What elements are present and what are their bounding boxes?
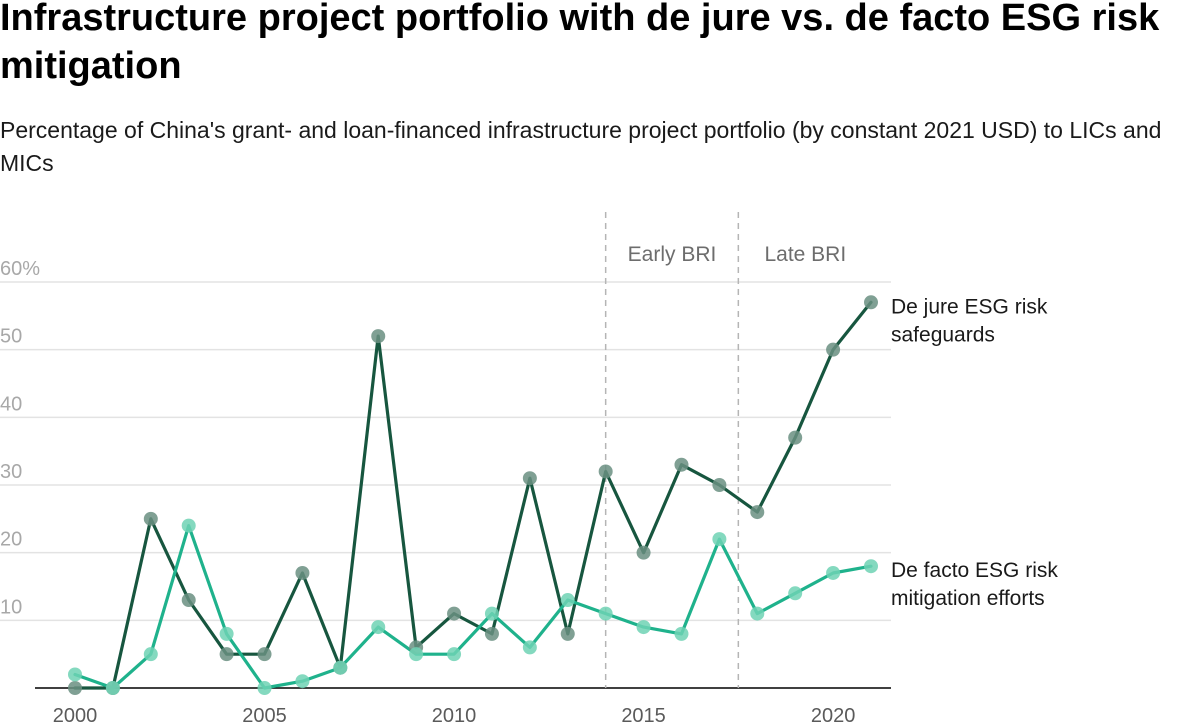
data-point [409, 647, 424, 662]
y-tick-label: 40 [0, 393, 22, 415]
data-point [181, 593, 196, 608]
data-point [788, 586, 803, 601]
data-point [750, 505, 765, 520]
y-tick-label: 60% [0, 258, 40, 280]
data-point [105, 681, 120, 695]
data-point [371, 329, 386, 344]
data-point [257, 681, 272, 695]
data-point [447, 606, 462, 621]
chart-subtitle: Percentage of China's grant- and loan-fi… [0, 117, 1162, 176]
data-point [68, 667, 82, 682]
data-point [143, 647, 158, 662]
series-line [73, 300, 873, 690]
data-point [447, 647, 462, 662]
data-point [636, 545, 651, 560]
data-point [788, 430, 803, 445]
data-point [295, 674, 310, 689]
data-point [864, 295, 878, 310]
x-tick-label: 2000 [53, 705, 98, 723]
data-point [864, 559, 878, 574]
chart-title: Infrastructure project portfolio with de… [0, 0, 1160, 87]
y-tick-label: 10 [0, 596, 22, 618]
data-point [219, 626, 234, 641]
data-point [826, 342, 841, 357]
y-tick-label: 50 [0, 326, 22, 348]
data-point [636, 620, 651, 635]
y-tick-label: 30 [0, 461, 22, 483]
era-label: Early BRI [628, 243, 717, 266]
x-axis-ticks: 2000 2005 2010 2015 2020 [53, 705, 856, 723]
series-lines [73, 300, 873, 690]
data-point [484, 626, 499, 641]
y-tick-label: 20 [0, 529, 22, 551]
gridlines [0, 281, 891, 689]
series-label: De jure ESG risk [891, 295, 1048, 318]
era-dividers: Early BRI Late BRI [604, 212, 846, 688]
data-point [68, 681, 82, 695]
data-point [522, 640, 537, 655]
data-point [826, 565, 841, 580]
data-point [674, 457, 689, 472]
series-label: De facto ESG risk [891, 559, 1058, 582]
x-tick-label: 2010 [432, 705, 477, 723]
data-point [560, 593, 575, 608]
series-label: mitigation efforts [891, 587, 1045, 610]
x-tick-label: 2015 [621, 705, 666, 723]
series-line [73, 524, 873, 690]
data-point [295, 565, 310, 580]
data-point [371, 620, 386, 635]
data-point [181, 518, 196, 533]
data-point [560, 626, 575, 641]
series-label: safeguards [891, 323, 995, 346]
data-point [333, 660, 348, 675]
data-point [598, 606, 613, 621]
data-point [750, 606, 765, 621]
data-point [143, 511, 158, 526]
data-point [257, 647, 272, 662]
data-point [522, 471, 537, 486]
y-axis-ticks: 10 20 30 40 50 60% [0, 258, 40, 618]
era-label: Late BRI [764, 243, 846, 266]
data-point [598, 464, 613, 479]
data-point [219, 647, 234, 662]
data-point [712, 532, 727, 547]
series-markers [68, 295, 878, 695]
x-tick-label: 2020 [811, 705, 856, 723]
x-tick-label: 2005 [242, 705, 287, 723]
data-point [674, 626, 689, 641]
data-point [484, 606, 499, 621]
data-point [712, 478, 727, 492]
series-labels: De jure ESG risk safeguards De facto ESG r… [891, 295, 1058, 610]
